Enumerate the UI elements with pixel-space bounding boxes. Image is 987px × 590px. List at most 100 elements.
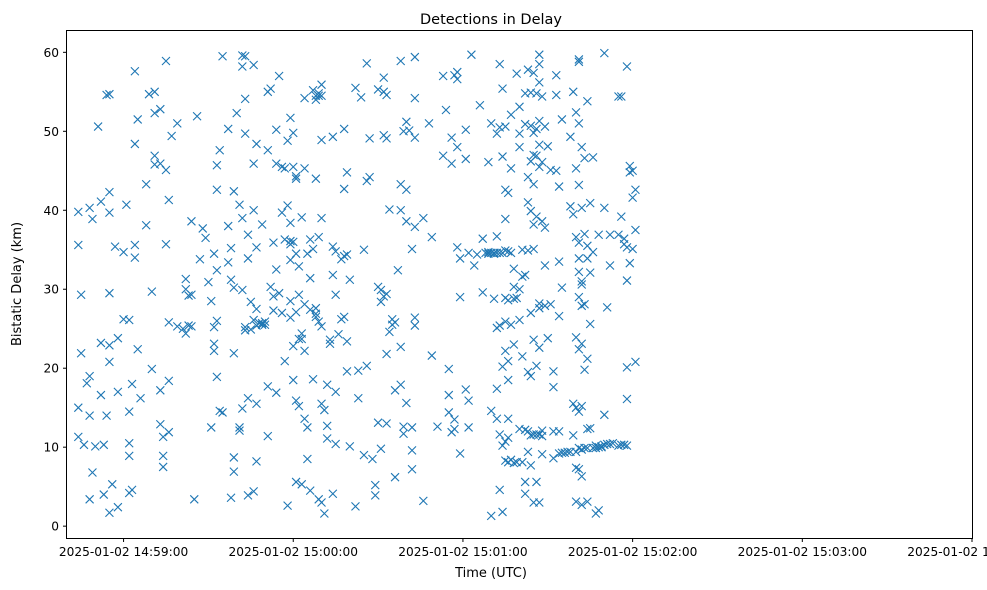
data-point bbox=[212, 316, 222, 326]
data-point bbox=[187, 321, 196, 331]
data-point bbox=[342, 250, 352, 259]
data-point bbox=[73, 240, 83, 250]
data-point bbox=[130, 253, 140, 263]
data-point bbox=[274, 288, 284, 298]
data-point bbox=[549, 453, 558, 463]
data-point bbox=[515, 102, 524, 112]
data-point bbox=[401, 185, 411, 195]
data-point bbox=[300, 164, 309, 173]
data-point bbox=[305, 305, 315, 315]
y-axis: 0 10 20 30 40 50 60 bbox=[43, 46, 67, 534]
data-point bbox=[322, 380, 332, 390]
y-tick-label: 10 bbox=[43, 441, 59, 455]
data-point bbox=[577, 276, 587, 286]
data-point bbox=[319, 509, 329, 518]
data-point bbox=[625, 161, 635, 171]
data-point bbox=[232, 108, 242, 118]
data-point bbox=[172, 321, 182, 331]
x-tick-label: 2025-01-02 15:03:00 bbox=[738, 545, 867, 559]
data-point bbox=[218, 408, 227, 417]
data-point bbox=[291, 174, 301, 184]
data-point bbox=[495, 430, 505, 439]
data-point bbox=[325, 339, 335, 349]
data-point bbox=[107, 479, 117, 489]
data-point bbox=[622, 441, 632, 450]
data-point bbox=[353, 393, 363, 403]
data-point bbox=[577, 301, 587, 311]
data-point bbox=[351, 83, 360, 93]
data-point bbox=[515, 129, 524, 139]
data-point bbox=[141, 220, 151, 230]
data-point bbox=[226, 243, 236, 253]
data-point bbox=[577, 339, 587, 349]
data-point bbox=[563, 447, 572, 457]
data-point bbox=[271, 265, 281, 274]
data-point bbox=[133, 115, 143, 124]
data-point bbox=[288, 341, 298, 351]
data-point bbox=[418, 496, 428, 506]
data-point bbox=[102, 90, 111, 100]
data-point bbox=[444, 364, 454, 374]
data-point bbox=[297, 479, 307, 489]
y-tick-label: 60 bbox=[43, 46, 59, 60]
data-point bbox=[540, 223, 550, 233]
data-point bbox=[181, 329, 191, 338]
data-point bbox=[237, 51, 247, 60]
data-point bbox=[594, 505, 604, 515]
data-point bbox=[240, 322, 250, 332]
data-point bbox=[113, 387, 123, 397]
data-point bbox=[113, 502, 123, 512]
data-point bbox=[523, 197, 533, 207]
data-point bbox=[557, 115, 567, 124]
data-point bbox=[450, 424, 459, 434]
data-point bbox=[574, 292, 584, 302]
data-point bbox=[500, 122, 510, 131]
data-point bbox=[291, 396, 301, 405]
data-point bbox=[461, 154, 471, 164]
data-point bbox=[119, 247, 128, 257]
data-point bbox=[532, 124, 541, 134]
plot-frame bbox=[66, 30, 973, 539]
data-point bbox=[331, 246, 341, 256]
data-point bbox=[356, 92, 366, 102]
data-point bbox=[582, 424, 592, 434]
data-point bbox=[599, 410, 609, 420]
data-point bbox=[317, 213, 326, 223]
data-point bbox=[187, 290, 196, 300]
data-point bbox=[359, 450, 369, 460]
data-point bbox=[390, 318, 400, 327]
data-point bbox=[382, 90, 391, 100]
data-point bbox=[212, 185, 222, 195]
data-point bbox=[280, 164, 290, 173]
data-point bbox=[401, 398, 411, 408]
data-point bbox=[212, 265, 222, 275]
data-point bbox=[206, 423, 216, 432]
data-point bbox=[486, 511, 496, 521]
data-point bbox=[300, 346, 309, 356]
data-point bbox=[588, 247, 598, 257]
data-point bbox=[577, 472, 587, 481]
data-point bbox=[464, 248, 473, 258]
data-point bbox=[167, 131, 177, 141]
data-point bbox=[370, 480, 380, 490]
data-point bbox=[249, 315, 259, 325]
data-point bbox=[532, 361, 541, 371]
data-point bbox=[345, 275, 355, 285]
data-point bbox=[503, 433, 513, 443]
data-point bbox=[568, 209, 578, 219]
data-point bbox=[517, 351, 527, 361]
data-point bbox=[158, 451, 168, 461]
data-point bbox=[124, 315, 134, 325]
data-point bbox=[404, 126, 414, 135]
data-point bbox=[209, 322, 219, 332]
data-point bbox=[532, 88, 541, 98]
x-tick-label: 2025-01-02 15:02:00 bbox=[568, 545, 697, 559]
data-point bbox=[254, 318, 264, 328]
data-point bbox=[486, 406, 496, 416]
data-point bbox=[223, 221, 233, 231]
data-point bbox=[283, 501, 292, 511]
data-point bbox=[105, 340, 114, 350]
data-point bbox=[464, 423, 473, 432]
data-point bbox=[534, 343, 544, 353]
data-point bbox=[291, 171, 301, 181]
